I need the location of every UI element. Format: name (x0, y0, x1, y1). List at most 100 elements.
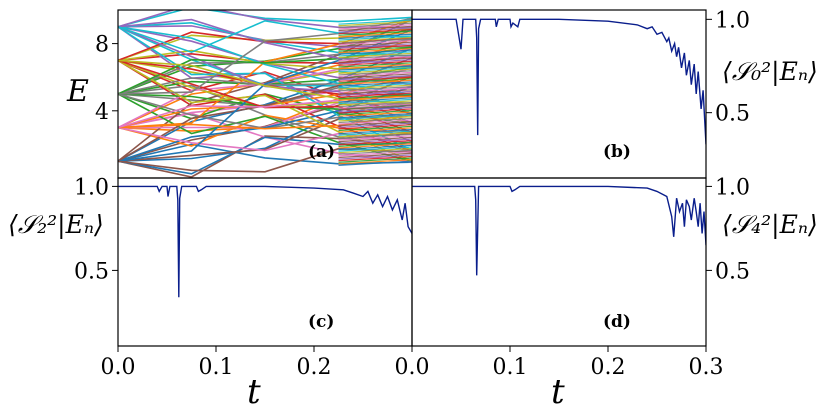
panel-tag-b: (b) (603, 142, 631, 162)
spectrum-dense-line (338, 124, 412, 130)
spectrum-ray (411, 46, 412, 47)
t-axis-label-right: t (551, 372, 565, 412)
spectrum-dense-line (338, 59, 412, 65)
spectrum-dense-line (338, 155, 412, 162)
x-tick-label: 0.2 (591, 355, 626, 380)
spectrum-dense-line (338, 101, 412, 108)
spectrum-ray (411, 113, 412, 115)
spectrum-dense-line (338, 44, 412, 51)
spectrum-dense-line (338, 108, 412, 114)
spectrum-level-line (118, 143, 412, 165)
x-tick-label: 0.0 (395, 355, 430, 380)
spectrum-dense-line (338, 114, 412, 120)
spectrum-dense-line (338, 98, 412, 105)
spectrum-dense-line (338, 49, 412, 55)
spectrum-dense-line (338, 122, 412, 128)
spectrum-dense-line (338, 93, 412, 100)
y-tick-label: 0.5 (715, 102, 750, 127)
spectrum-dense-line (338, 41, 412, 47)
spectrum-dense-line (338, 57, 412, 63)
y-tick-label: 1.0 (715, 8, 750, 33)
spectrum-dense-line (338, 60, 412, 67)
spectrum-dense-line (338, 152, 412, 159)
spectrum-dense-line (338, 157, 412, 163)
s4-axis-label: ⟨𝒮₄²|Eₙ⟩ (722, 210, 818, 240)
spectrum-level-line (118, 19, 412, 54)
spectrum-level-line (118, 136, 412, 175)
spectrum-ray (411, 123, 412, 125)
y-tick-label: 4 (95, 100, 109, 125)
y-tick-label: 0.5 (74, 259, 109, 284)
spectrum-ray (411, 103, 412, 105)
spectrum-dense-line (338, 28, 412, 35)
spectrum-dense-line (338, 36, 412, 43)
spectrum-dense-line (338, 135, 412, 141)
y-tick-label: 1.0 (715, 175, 750, 200)
x-tick-label: 0.2 (297, 355, 332, 380)
spectrum-dense-line (338, 116, 412, 122)
y-tick-label: 8 (95, 33, 109, 58)
y-tick-label: 0.5 (715, 259, 750, 284)
spectrum-dense-line (338, 38, 412, 44)
spectrum-dense-line (338, 132, 412, 138)
spectrum-dense-line (338, 66, 412, 73)
panel-d-s4 (412, 185, 706, 276)
spectrum-dense-line (338, 138, 412, 144)
spectrum-dense-line (338, 70, 412, 76)
spectrum-dense-line (338, 35, 412, 41)
spectrum-dense-line (338, 82, 412, 89)
spectrum-ray (411, 56, 412, 58)
spectrum-ray (411, 160, 412, 162)
spectrum-dense-line (338, 51, 412, 57)
spectrum-dense-line (338, 86, 412, 92)
t-axis-label-left: t (247, 372, 261, 412)
spectrum-dense-line (338, 127, 412, 133)
spectrum-dense-line (338, 111, 412, 117)
spectrum-dense-line (338, 143, 412, 149)
spectrum-dense-line (338, 100, 412, 106)
spectrum-dense-line (338, 71, 412, 78)
spectrum-dense-line (338, 92, 412, 98)
panel-c-s2 (118, 185, 412, 298)
spectrum-dense-line (338, 68, 412, 74)
spectrum-dense-line (338, 33, 412, 40)
spectrum-dense-line (338, 40, 412, 46)
spectrum-dense-line (338, 22, 412, 28)
spectrum-dense-line (338, 65, 412, 71)
spectrum-level-line (118, 26, 412, 96)
spectrum-ray (411, 37, 412, 39)
spectrum-dense-line (338, 54, 412, 60)
spectrum-dense-line (338, 130, 412, 136)
spectrum-ray (411, 94, 412, 96)
spectrum-dense-line (338, 105, 412, 111)
x-tick-label: 0.3 (689, 355, 724, 380)
panel-d-frame (411, 177, 707, 347)
spectrum-dense-line (338, 89, 412, 95)
x-tick-label: 0.1 (493, 355, 528, 380)
spectrum-level-line (118, 17, 412, 95)
spectrum-dense-line (338, 74, 412, 81)
spectrum-dense-line (338, 103, 412, 109)
spectrum-dense-line (338, 120, 412, 127)
panel-tag-a: (a) (308, 142, 335, 162)
spectrum-dense-line (338, 160, 412, 166)
spectrum-dense-line (338, 87, 412, 94)
spectrum-dense-line (338, 90, 412, 97)
spectrum-dense-line (338, 151, 412, 157)
spectrum-level-line (118, 10, 412, 28)
spectrum-dense-line (338, 146, 412, 152)
panel-tag-c: (c) (308, 312, 334, 332)
x-tick-label: 0.0 (101, 355, 136, 380)
spectrum-dense-line (338, 128, 412, 135)
spectrum-dense-line (338, 113, 412, 119)
panel-tag-d: (d) (603, 312, 631, 332)
spectrum-ray (411, 74, 412, 76)
spectrum-dense-line (338, 159, 412, 165)
spectrum-dense-line (338, 43, 412, 49)
spectrum-dense-line (338, 52, 412, 59)
spectrum-dense-line (338, 81, 412, 87)
spectrum-dense-line (338, 144, 412, 151)
spectrum-dense-line (338, 133, 412, 140)
E-axis-label: E (66, 74, 89, 109)
